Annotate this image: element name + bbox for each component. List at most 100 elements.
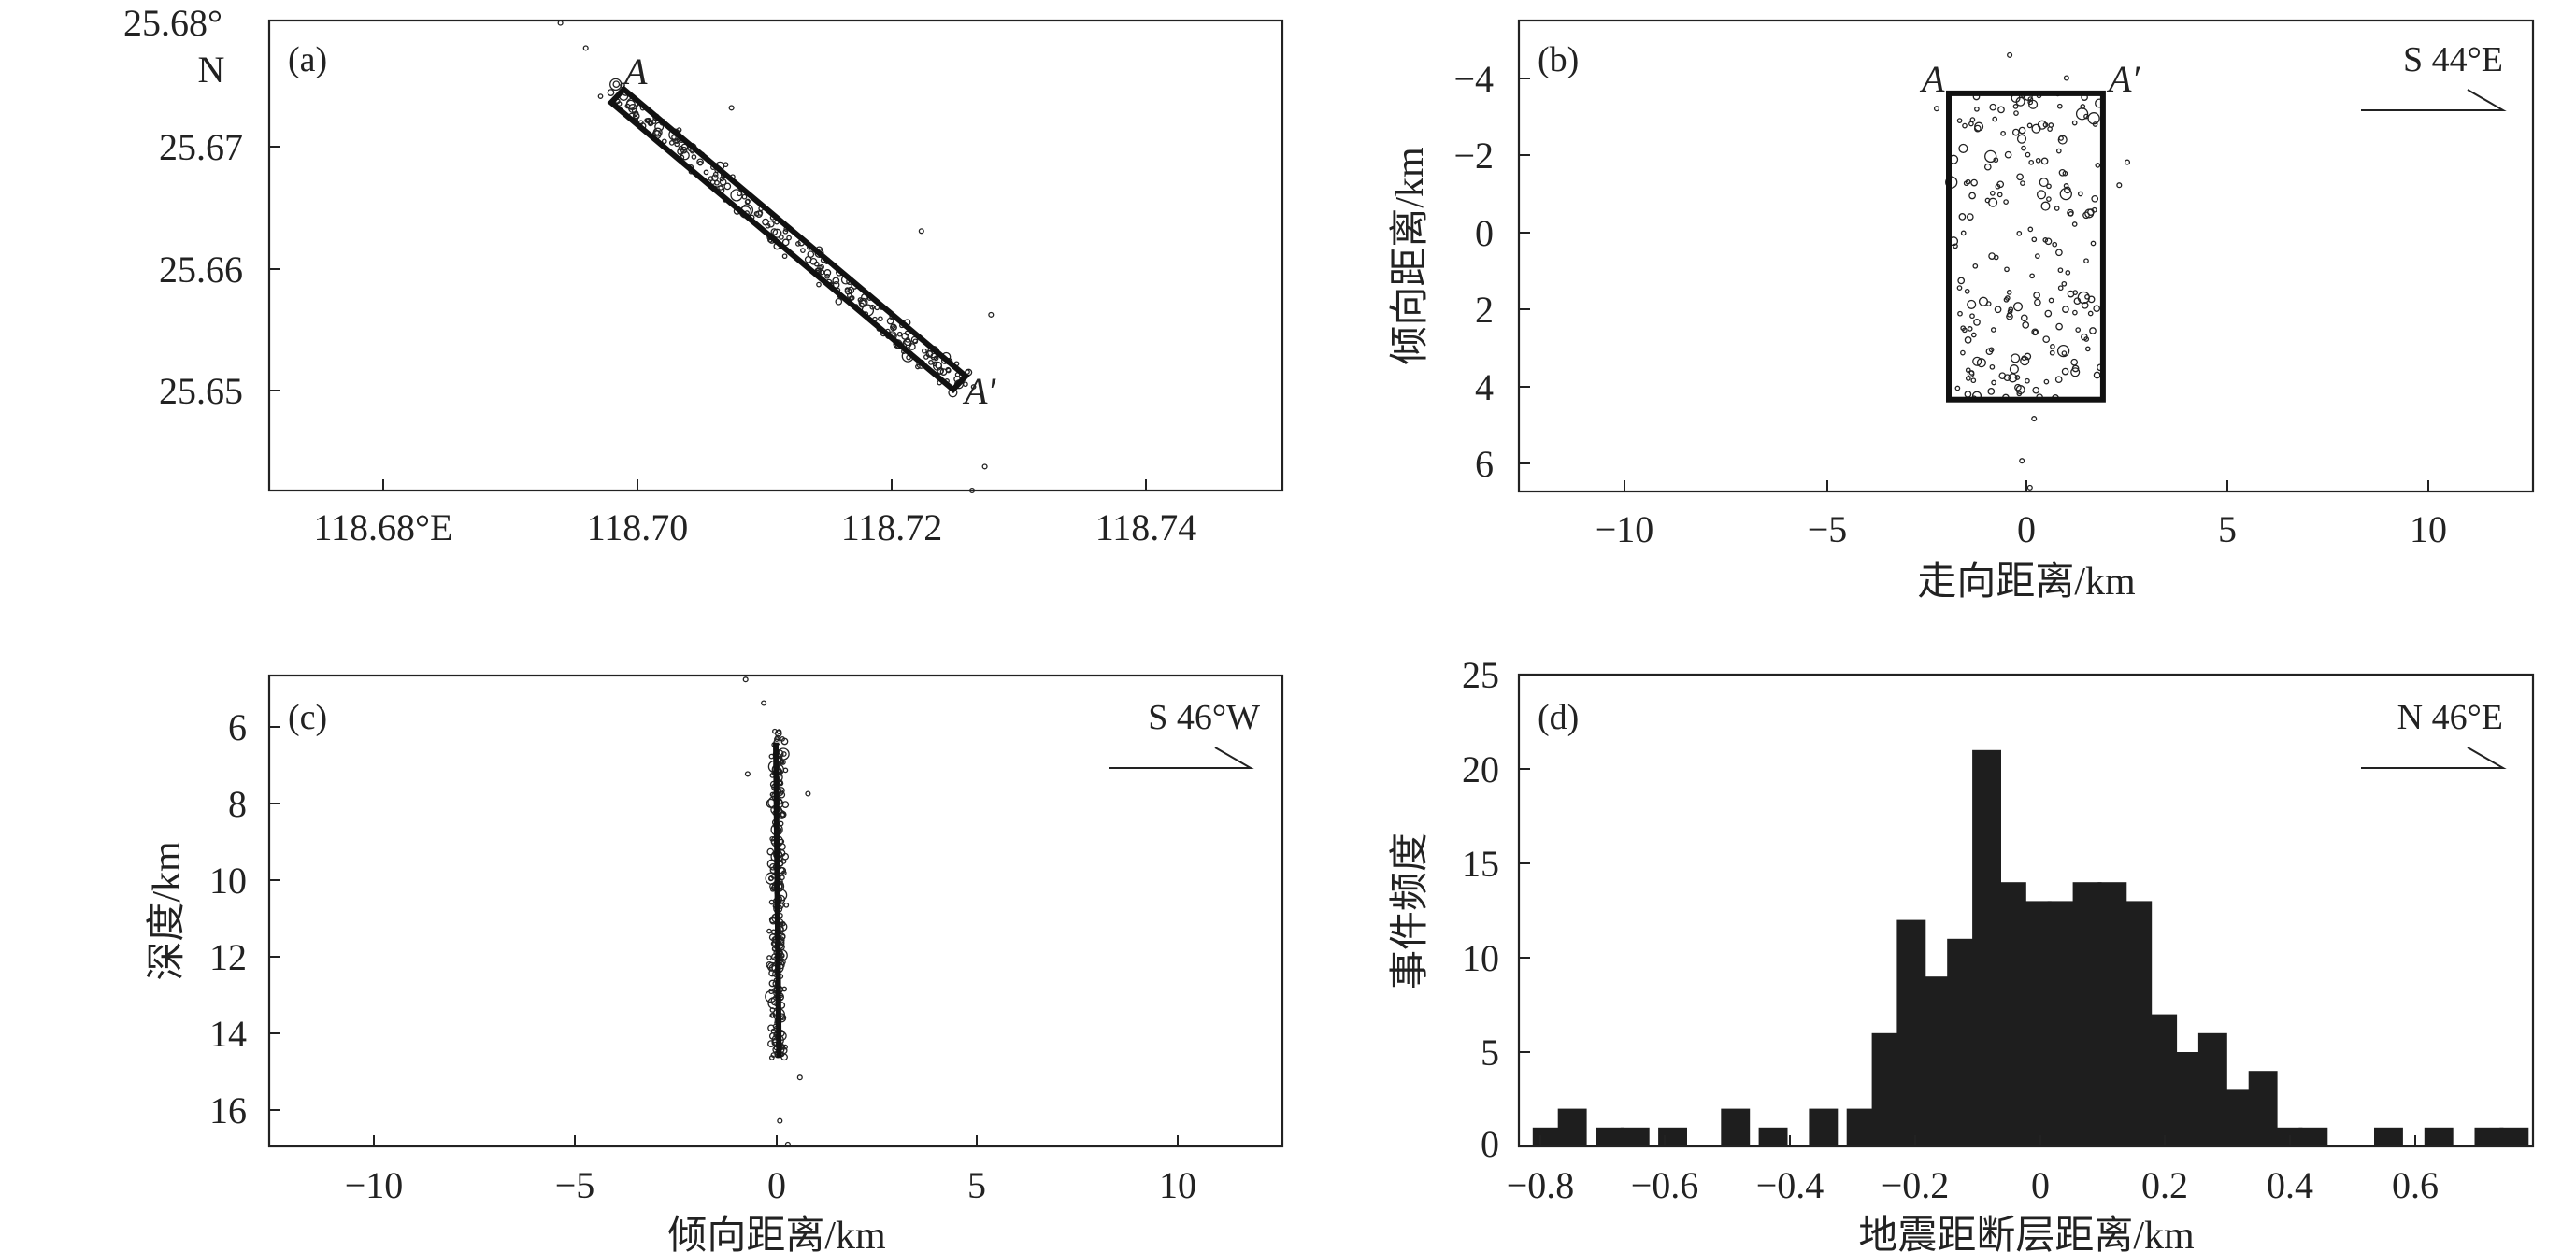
event-point bbox=[2028, 99, 2039, 109]
event-point bbox=[767, 1024, 775, 1032]
epicenter-point bbox=[711, 174, 719, 182]
panel-c-ytick-label: 10 bbox=[209, 860, 247, 902]
event-point bbox=[2025, 151, 2031, 158]
event-point bbox=[2073, 297, 2082, 306]
epicenter-point bbox=[741, 193, 748, 200]
event-point bbox=[1989, 363, 1996, 370]
event-point bbox=[1983, 163, 1992, 171]
histogram-bar bbox=[1658, 1127, 1687, 1146]
panel-d-xtick-label: 0.6 bbox=[2392, 1164, 2439, 1206]
event-point bbox=[2039, 178, 2049, 188]
epicenter-point bbox=[968, 487, 976, 494]
event-point bbox=[2044, 309, 2053, 318]
event-point bbox=[1969, 117, 1976, 122]
epicenter-point bbox=[652, 127, 663, 137]
event-point bbox=[1989, 191, 1996, 196]
event-point bbox=[2065, 270, 2071, 276]
event-point bbox=[779, 759, 785, 765]
panel-d-bars bbox=[1532, 749, 2529, 1146]
event-point bbox=[2016, 173, 2024, 181]
event-point bbox=[1969, 313, 1975, 320]
event-point bbox=[2024, 352, 2032, 361]
histogram-bar bbox=[1922, 976, 1952, 1146]
epicenter-point bbox=[847, 286, 855, 294]
histogram-bar bbox=[2173, 1052, 2202, 1146]
event-point bbox=[1962, 122, 1968, 129]
event-point bbox=[805, 790, 811, 797]
panel-d-direction-label: N 46°E bbox=[2397, 698, 2503, 737]
panel-d-label: (d) bbox=[1538, 698, 1579, 737]
event-point bbox=[1960, 230, 1967, 236]
panel-c-ylabel: 深度/km bbox=[146, 841, 189, 981]
epicenter-point bbox=[737, 191, 742, 197]
event-point bbox=[2011, 128, 2020, 136]
event-point bbox=[2016, 134, 2027, 144]
panel-b-ytick-label: −2 bbox=[1453, 135, 1494, 177]
event-point bbox=[782, 1044, 788, 1050]
epicenter-point bbox=[928, 360, 934, 365]
event-point bbox=[2075, 107, 2089, 121]
panel-a-ytick-label: 25.66 bbox=[159, 249, 243, 291]
event-point bbox=[1967, 326, 1973, 332]
histogram-bar bbox=[2474, 1127, 2504, 1146]
panel-b-ytick-label: 2 bbox=[1475, 289, 1494, 331]
epicenter-point bbox=[582, 45, 589, 51]
epicenter-point bbox=[770, 228, 779, 235]
panel-c-ytick-label: 6 bbox=[228, 706, 247, 748]
panel-a-frame bbox=[267, 19, 1284, 492]
event-point bbox=[2046, 196, 2052, 202]
epicenter-point bbox=[782, 228, 789, 235]
panel-d-xtick-label: 0.4 bbox=[2267, 1164, 2313, 1206]
event-point bbox=[2093, 305, 2101, 313]
histogram-bar bbox=[1809, 1108, 1839, 1146]
event-point bbox=[1989, 103, 1997, 111]
histogram-bar bbox=[2248, 1071, 2278, 1146]
epicenter-point bbox=[878, 316, 883, 322]
epicenter-point bbox=[632, 112, 640, 120]
epicenter-point bbox=[832, 277, 840, 285]
event-point bbox=[1992, 116, 1998, 122]
epicenter-point bbox=[557, 20, 564, 26]
event-point bbox=[1954, 385, 1961, 391]
panel-c-xtick-label: 10 bbox=[1159, 1164, 1196, 1206]
event-point bbox=[2056, 103, 2063, 109]
epicenter-point bbox=[714, 179, 720, 186]
event-point bbox=[2090, 240, 2097, 247]
epicenter-point bbox=[935, 362, 942, 369]
panel-a-ytick-label: 25.65 bbox=[159, 370, 243, 412]
event-point bbox=[768, 979, 777, 988]
event-point bbox=[2003, 199, 2009, 205]
event-point bbox=[2026, 484, 2033, 491]
epicenter-point bbox=[674, 141, 680, 148]
event-point bbox=[2031, 416, 2038, 422]
epicenter-point bbox=[677, 148, 684, 156]
event-point bbox=[1957, 277, 1966, 285]
event-point bbox=[2061, 367, 2069, 376]
event-point bbox=[1957, 310, 1963, 317]
event-point bbox=[2071, 221, 2078, 227]
event-point bbox=[2075, 327, 2082, 333]
histogram-bar bbox=[1596, 1127, 1624, 1146]
epicenter-point bbox=[680, 146, 688, 154]
histogram-bar bbox=[1896, 919, 1926, 1146]
event-point bbox=[1995, 183, 2001, 190]
event-point bbox=[2055, 148, 2062, 154]
histogram-bar bbox=[1620, 1127, 1650, 1146]
event-point bbox=[2043, 378, 2050, 385]
event-point bbox=[2015, 385, 2025, 395]
event-point bbox=[780, 811, 786, 818]
panel-d-xtick-label: −0.6 bbox=[1631, 1164, 1699, 1206]
event-point bbox=[1984, 149, 1997, 164]
histogram-bar bbox=[1532, 1127, 1562, 1146]
event-point bbox=[1974, 106, 1980, 112]
event-point bbox=[2009, 364, 2019, 375]
event-point bbox=[2058, 168, 2067, 177]
histogram-bar bbox=[2374, 1127, 2403, 1146]
histogram-bar bbox=[2499, 1127, 2529, 1146]
event-point bbox=[2054, 206, 2060, 211]
histogram-bar bbox=[1996, 882, 2026, 1146]
event-point bbox=[1984, 197, 1991, 204]
panel-a-y-unit: N bbox=[198, 49, 225, 91]
event-point bbox=[1965, 367, 1971, 374]
event-point bbox=[2019, 458, 2025, 464]
